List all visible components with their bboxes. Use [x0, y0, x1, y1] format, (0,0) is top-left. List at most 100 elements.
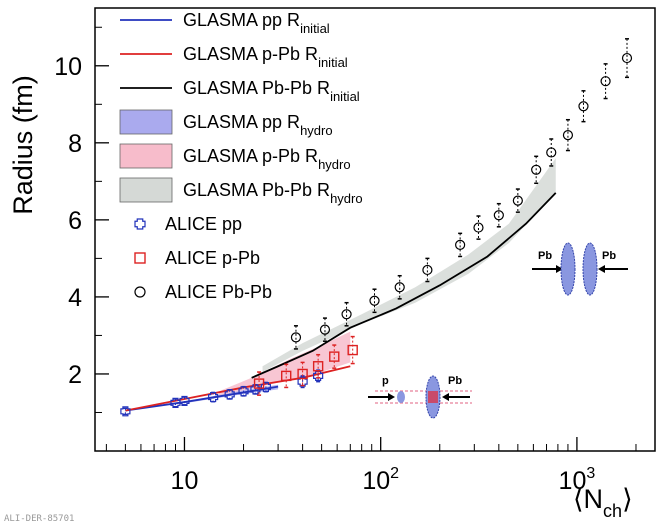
open-cross-marker — [208, 391, 219, 403]
legend-label-subscript: initial — [300, 21, 330, 36]
circle-point — [290, 325, 302, 350]
open-circle-marker — [546, 147, 557, 158]
y-tick-label: 6 — [68, 207, 82, 235]
open-circle-marker — [422, 264, 433, 276]
open-square-marker — [281, 370, 292, 382]
open-circle-marker — [134, 286, 146, 298]
pb-nucleus-left-icon — [560, 242, 576, 296]
arrow-left-head-icon — [598, 265, 605, 273]
overlap-region-icon — [428, 391, 438, 403]
circle-point — [621, 38, 633, 79]
circle-point — [546, 138, 557, 167]
circle-point — [455, 232, 466, 258]
proton-icon — [397, 391, 405, 403]
open-square-marker — [134, 252, 146, 264]
open-circle-marker — [512, 195, 523, 206]
square-point — [253, 371, 265, 396]
x-axis-title: ⟨Nch⟩ — [573, 484, 633, 521]
circle-point — [341, 301, 352, 327]
open-circle-marker — [621, 52, 633, 64]
open-circle-marker — [562, 130, 574, 141]
figure-id: ALI-DER-85701 — [4, 514, 74, 524]
legend-label-subscript: initial — [318, 55, 348, 70]
inset-pb-pb-collision: Pb Pb — [532, 242, 628, 296]
circle-point — [493, 202, 504, 228]
circle-point — [369, 288, 380, 314]
open-cross-marker — [260, 381, 271, 393]
circle-point — [600, 63, 611, 100]
legend-label: GLASMA Pb-Pb Rinitial — [183, 78, 360, 104]
open-square-marker — [347, 344, 358, 356]
open-circle-marker — [319, 324, 331, 335]
cross-point — [170, 397, 181, 408]
cross-point — [260, 381, 271, 393]
x-tick-exponent: 2 — [390, 465, 399, 482]
open-circle-marker — [531, 164, 542, 175]
legend-label: GLASMA p-Pb Rinitial — [183, 44, 348, 70]
square-point — [312, 353, 324, 379]
plot-frame — [94, 7, 656, 452]
open-square-marker — [253, 378, 265, 389]
x-tick-exponent: 3 — [586, 465, 595, 482]
arrow-right-small-head-icon — [388, 393, 395, 401]
inset-pbpb-right-label: Pb — [602, 250, 616, 262]
y-tick-label: 8 — [68, 130, 82, 158]
open-square-marker — [297, 368, 308, 380]
circle-point — [473, 215, 484, 240]
square-point — [281, 363, 292, 389]
legend-marker-swatch — [134, 218, 146, 230]
open-circle-marker — [578, 101, 589, 112]
x-axis-title-main: ⟨N — [573, 484, 603, 514]
open-circle-marker — [341, 309, 352, 320]
y-tick-label: 10 — [54, 53, 82, 81]
legend-label: ALICE p-Pb — [165, 248, 260, 268]
circle-point — [578, 90, 589, 123]
legend-label: ALICE Pb-Pb — [165, 282, 272, 302]
legend-marker-swatch — [134, 252, 146, 264]
data-markers — [120, 38, 633, 417]
x-axis-title-sub: ch — [603, 501, 622, 521]
square-point — [329, 344, 340, 369]
initial-line-2 — [251, 192, 557, 379]
open-cross-marker — [179, 395, 190, 407]
open-square-marker — [329, 351, 340, 362]
legend-label: GLASMA pp Rhydro — [183, 112, 333, 138]
circle-point — [319, 317, 331, 342]
pb-nucleus-right-icon — [582, 242, 598, 296]
inset-p-pb-collision: p Pb — [368, 375, 472, 419]
arrow-left-small-head-icon — [442, 393, 449, 401]
legend-label-subscript: initial — [330, 89, 360, 104]
open-cross-marker — [297, 376, 308, 387]
cross-point — [208, 391, 219, 403]
x-tick-label: 10 — [171, 467, 199, 495]
cross-point — [120, 406, 131, 417]
cross-point — [224, 389, 235, 400]
inset-ppb-right-label: Pb — [448, 375, 462, 387]
open-circle-marker — [600, 76, 611, 87]
legend-label: GLASMA p-Pb Rhydro — [183, 146, 351, 172]
open-circle-marker — [369, 295, 380, 306]
legend-band-swatch — [119, 109, 173, 135]
open-cross-marker — [170, 397, 181, 408]
open-circle-marker — [455, 239, 466, 251]
open-cross-marker — [134, 218, 146, 230]
square-point — [297, 361, 308, 387]
legend-label: GLASMA Pb-Pb Rhydro — [183, 180, 363, 206]
open-cross-marker — [224, 389, 235, 400]
cross-point — [179, 395, 190, 407]
inset-ppb-left-label: p — [382, 375, 389, 387]
open-cross-marker — [238, 386, 249, 397]
legend-label: ALICE pp — [165, 214, 242, 234]
open-circle-marker — [473, 222, 484, 233]
circle-point — [422, 257, 433, 283]
open-circle-marker — [493, 210, 504, 221]
inset-pbpb-left-label: Pb — [538, 250, 552, 262]
circle-point — [562, 118, 574, 152]
y-tick-label: 2 — [68, 361, 82, 389]
arrow-right-head-icon — [556, 265, 563, 273]
x-axis-title-close: ⟩ — [622, 484, 633, 514]
y-axis-title: Radius (fm) — [8, 75, 38, 215]
open-cross-marker — [120, 406, 131, 417]
